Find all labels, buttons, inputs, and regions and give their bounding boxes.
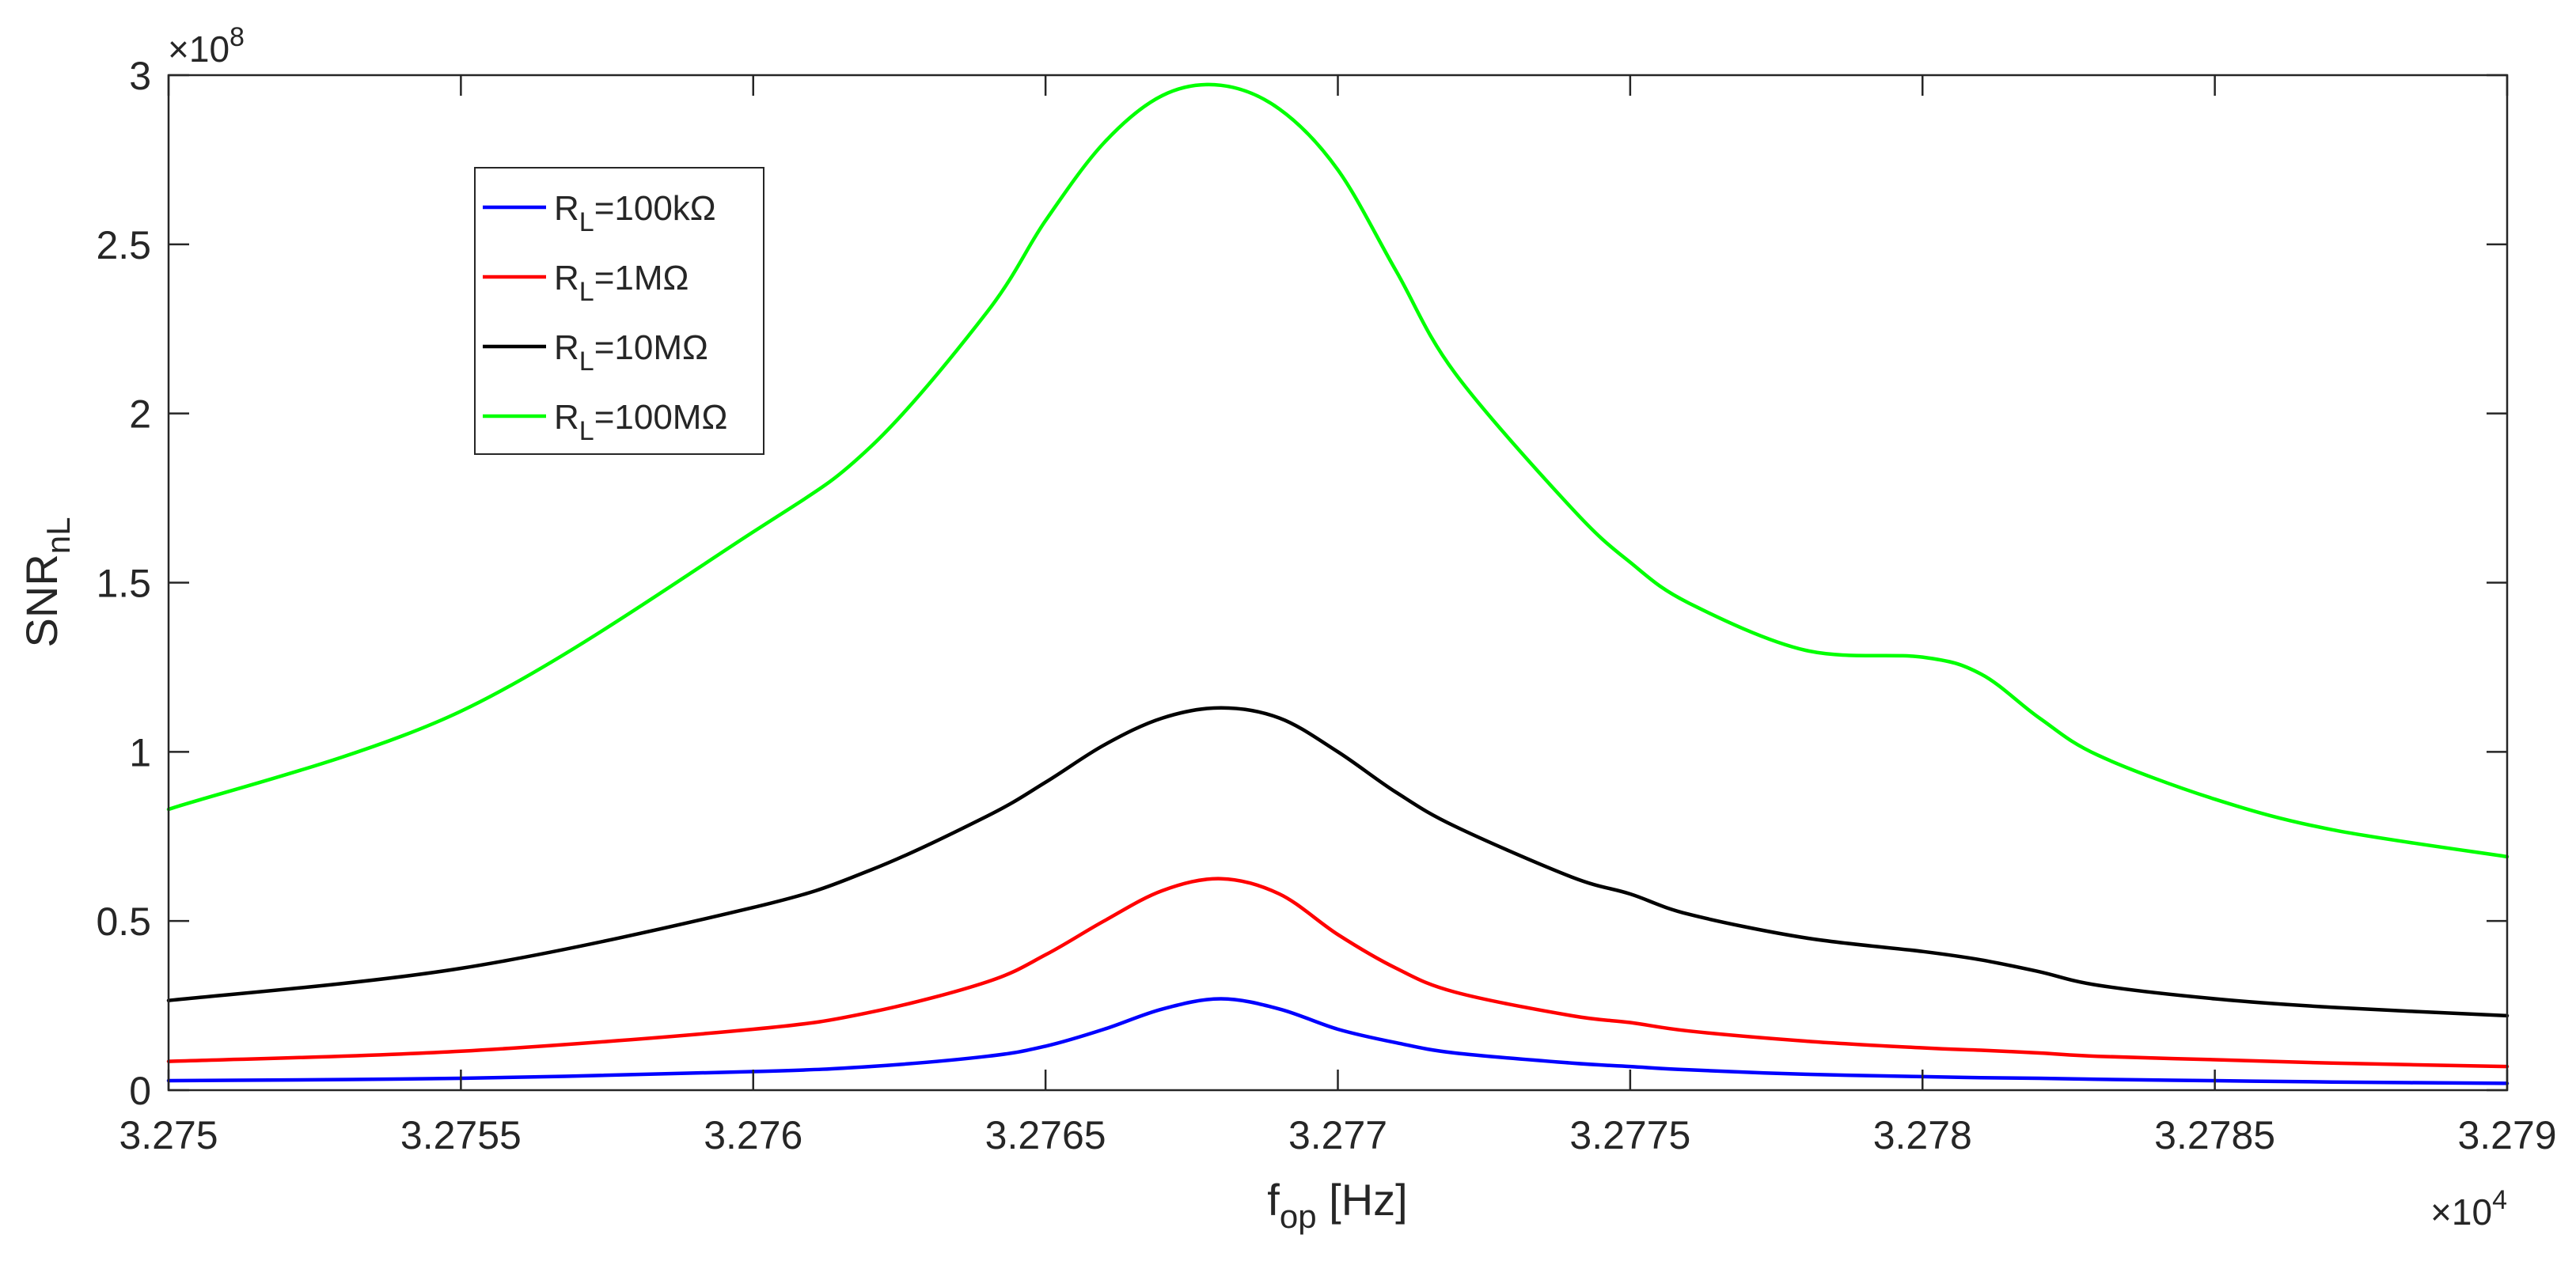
legend-label-rest: =100MΩ bbox=[594, 398, 728, 437]
x-tick-label: 3.2755 bbox=[400, 1113, 522, 1157]
x-label-main: f bbox=[1267, 1175, 1280, 1225]
x-tick-label: 3.277 bbox=[1288, 1113, 1387, 1157]
x-tick-label: 3.275 bbox=[119, 1113, 218, 1157]
y-tick-label: 2 bbox=[129, 392, 151, 437]
series-line-3 bbox=[166, 706, 2510, 1018]
legend-label-rest: =10MΩ bbox=[594, 328, 708, 367]
y-multiplier-prefix: ×10 bbox=[168, 28, 230, 70]
legend-label-sub: L bbox=[579, 347, 594, 377]
x-tick-label: 3.276 bbox=[704, 1113, 802, 1157]
x-tick-label: 3.279 bbox=[2457, 1113, 2556, 1157]
legend-label-rest: =1MΩ bbox=[594, 259, 689, 297]
y-tick-label: 3 bbox=[129, 54, 151, 98]
x-tick-label: 3.2775 bbox=[1569, 1113, 1690, 1157]
legend-label-main: R bbox=[554, 189, 579, 228]
y-axis-label: SNRnL bbox=[17, 517, 77, 648]
y-label-main: SNR bbox=[17, 554, 66, 647]
x-axis-multiplier: ×104 bbox=[2430, 1185, 2507, 1233]
y-label-sub: nL bbox=[40, 517, 77, 555]
legend-label-main: R bbox=[554, 398, 579, 437]
legend-label: RL=1MΩ bbox=[554, 259, 689, 307]
y-tick-label: 0 bbox=[129, 1069, 151, 1113]
x-label-unit: [Hz] bbox=[1317, 1175, 1408, 1225]
legend-label: RL=100MΩ bbox=[554, 398, 727, 446]
legend-label-sub: L bbox=[579, 416, 594, 446]
legend-label: RL=100kΩ bbox=[554, 189, 716, 237]
legend-label: RL=10MΩ bbox=[554, 328, 708, 377]
x-multiplier-prefix: ×10 bbox=[2430, 1191, 2492, 1233]
legend-label-main: R bbox=[554, 259, 579, 297]
legend-label-sub: L bbox=[579, 207, 594, 237]
y-multiplier-exponent: 8 bbox=[230, 22, 245, 52]
y-tick-label: 0.5 bbox=[96, 900, 151, 944]
x-label-sub: op bbox=[1280, 1198, 1317, 1235]
series-line-1 bbox=[166, 997, 2510, 1085]
series-line-4 bbox=[166, 82, 2510, 859]
series-layer bbox=[166, 82, 2510, 1085]
series-line-2 bbox=[166, 877, 2510, 1069]
y-tick-label: 2.5 bbox=[96, 223, 151, 267]
ticks-layer: 3.275 3.2755 3.276 3.2765 3.277 3.2775 3.278 3.… bbox=[96, 54, 2556, 1157]
y-axis-multiplier: ×108 bbox=[168, 22, 245, 70]
legend-label-sub: L bbox=[579, 277, 594, 307]
y-tick-label: 1 bbox=[129, 730, 151, 775]
x-multiplier-exponent: 4 bbox=[2492, 1185, 2507, 1215]
x-tick-label: 3.278 bbox=[1873, 1113, 1972, 1157]
x-tick-label: 3.2765 bbox=[985, 1113, 1106, 1157]
legend-label-rest: =100kΩ bbox=[594, 189, 716, 228]
x-axis-label: fop [Hz] bbox=[1267, 1175, 1407, 1235]
legend-box bbox=[474, 167, 764, 455]
legend-label-main: R bbox=[554, 328, 579, 367]
x-tick-label: 3.2785 bbox=[2154, 1113, 2275, 1157]
y-tick-label: 1.5 bbox=[96, 562, 151, 606]
